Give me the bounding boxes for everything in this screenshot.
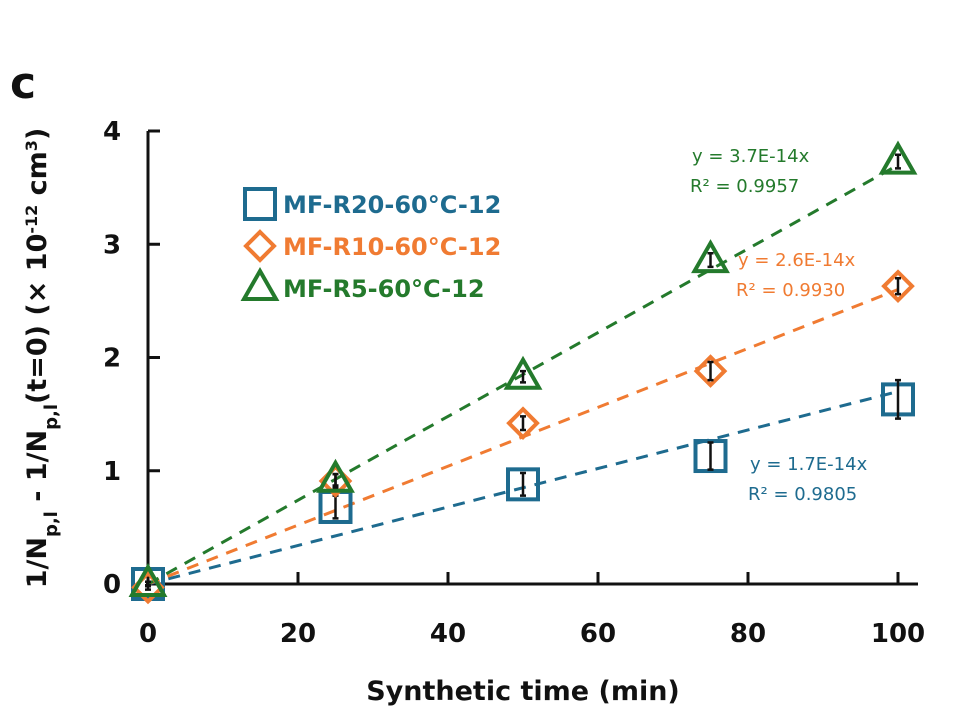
data-point-square	[693, 439, 728, 474]
error-bar	[895, 378, 901, 420]
legend-marker-triangle	[240, 266, 280, 301]
error-bar	[332, 494, 339, 520]
fit-equation: y = 2.6E-14x	[738, 250, 856, 271]
error-bar	[520, 471, 526, 497]
y-tick-label: 1	[103, 457, 121, 487]
error-bar	[520, 369, 526, 384]
legend-label: MF-R20-60°C-12	[283, 191, 501, 219]
data-point-triangle	[316, 458, 355, 493]
error-bar	[520, 415, 526, 432]
y-axis-label: 1/Np,l - 1/Np,l(t=0) (× 10-12 cm3)	[22, 128, 62, 589]
legend-label: MF-R10-60°C-12	[283, 233, 501, 261]
legend-marker-square	[243, 187, 277, 221]
error-bar	[707, 252, 714, 269]
data-point-diamond	[693, 354, 728, 388]
legend-marker-diamond	[243, 229, 277, 263]
y-tick-label: 0	[103, 570, 121, 600]
x-tick-label: 80	[730, 619, 766, 649]
error-bar	[895, 153, 901, 170]
data-point-triangle	[691, 239, 730, 274]
x-axis-label: Synthetic time (min)	[366, 676, 680, 707]
data-point-diamond	[506, 406, 540, 441]
x-tick-label: 100	[871, 619, 925, 649]
error-bar	[707, 360, 714, 382]
error-bar	[332, 472, 339, 487]
data-point-triangle	[503, 355, 543, 390]
data-points	[128, 140, 918, 605]
data-point-square	[506, 467, 540, 502]
x-tick-label: 60	[580, 619, 616, 649]
fit-r2: R² = 0.9930	[736, 280, 845, 301]
error-bar	[707, 441, 714, 471]
x-tick-label: 40	[430, 619, 466, 649]
x-tick-label: 20	[280, 619, 316, 649]
fit-r2: R² = 0.9957	[690, 176, 799, 197]
fit-r2: R² = 0.9805	[748, 484, 857, 505]
fit-equation: y = 1.7E-14x	[750, 454, 868, 475]
fit-equation: y = 3.7E-14x	[692, 146, 810, 167]
legend: MF-R20-60°C-12 MF-R10-60°C-12 MF-R5-60°C-1…	[240, 187, 501, 303]
data-point-triangle	[128, 562, 168, 597]
fit-annotations: y = 1.7E-14x R² = 0.9805 y = 2.6E-14x R² = …	[690, 146, 868, 505]
panel-label: c	[10, 58, 36, 109]
error-bar	[895, 276, 901, 296]
legend-label: MF-R5-60°C-12	[283, 275, 485, 303]
error-bar	[145, 580, 151, 588]
data-point-triangle	[878, 140, 918, 175]
y-tick-label: 2	[103, 344, 121, 374]
data-point-diamond	[881, 269, 915, 303]
y-tick-label: 4	[103, 117, 121, 147]
x-tick-label: 0	[139, 619, 157, 649]
y-tick-label: 3	[103, 230, 121, 260]
